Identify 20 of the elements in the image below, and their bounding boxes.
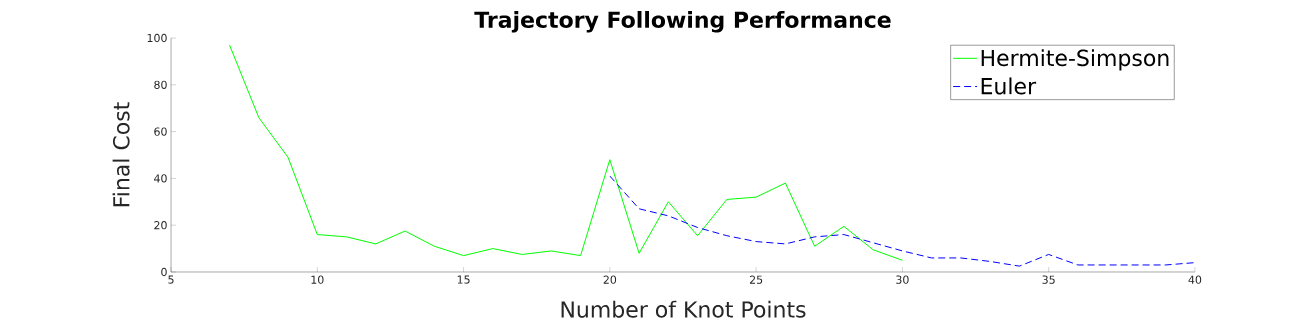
y-tick-label: 60 xyxy=(154,127,167,136)
y-tick-label: 80 xyxy=(154,80,167,89)
x-axis-title: Number of Knot Points xyxy=(561,300,806,318)
y-tick-label: 20 xyxy=(154,221,167,230)
legend-label: Euler xyxy=(981,77,1037,95)
x-tick-label: 10 xyxy=(311,275,324,284)
x-tick-label: 25 xyxy=(749,275,763,284)
x-tick-label: 35 xyxy=(1042,275,1055,284)
chart-title: Trajectory Following Performance xyxy=(474,11,891,33)
x-tick-label: 5 xyxy=(168,275,174,284)
legend-label: Hermite-Simpson xyxy=(981,49,1169,71)
x-tick-label: 15 xyxy=(457,275,470,284)
y-tick-label: 100 xyxy=(147,33,167,43)
line-series xyxy=(229,44,903,261)
y-tick-label: 40 xyxy=(154,174,167,183)
x-tick-label: 40 xyxy=(1188,275,1202,284)
x-tick-label: 20 xyxy=(603,275,617,284)
x-tick-label: 30 xyxy=(896,275,909,284)
y-axis-title: Final Cost xyxy=(112,102,130,207)
y-tick-label: 0 xyxy=(161,267,167,277)
